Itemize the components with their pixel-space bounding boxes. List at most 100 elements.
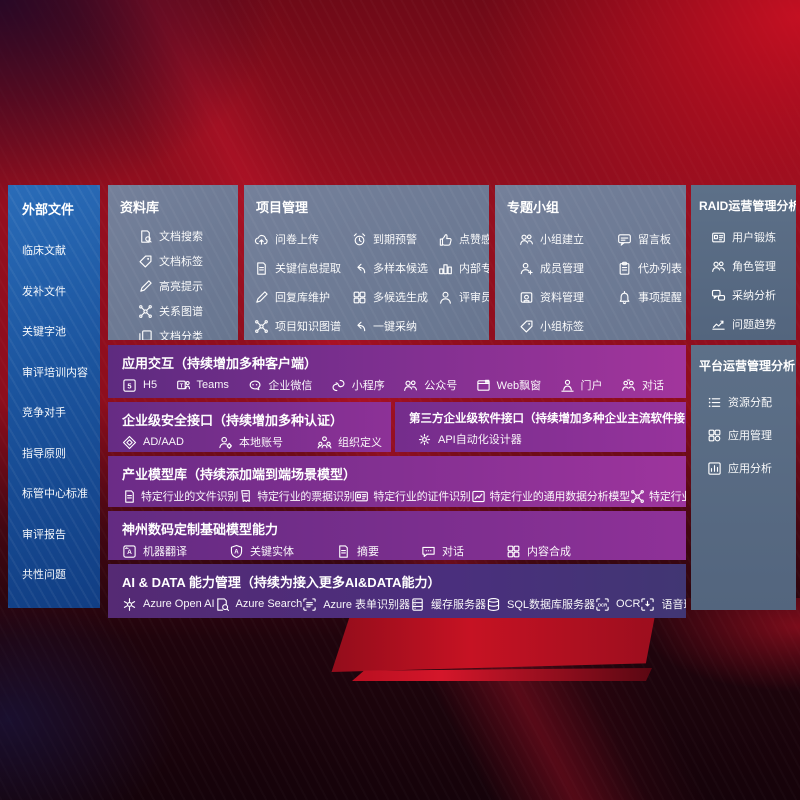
feature-item: 角色管理 — [711, 258, 796, 274]
feature-item: 留言板 — [617, 231, 686, 247]
people-icon — [519, 232, 534, 247]
feature-item: 共性问题 — [22, 566, 100, 582]
platform-feature-list: 资源分配 应用管理 应用分析 — [691, 374, 796, 476]
people-icon — [711, 259, 726, 274]
network-icon — [254, 319, 269, 334]
bell-icon — [617, 290, 632, 305]
feature-label: 关键实体 — [250, 546, 294, 558]
feature-item: 成员管理 — [519, 260, 617, 276]
security-feature-list: AD/AAD 本地账号 组织定义 — [108, 434, 391, 450]
backdrop-red-slash — [352, 668, 652, 681]
panel-title: 专题小组 — [507, 200, 560, 215]
feature-label: API自动化设计器 — [438, 434, 522, 446]
feature-label: 文档标签 — [159, 256, 203, 268]
pen-icon — [254, 290, 269, 305]
album-icon — [519, 290, 534, 305]
server-icon — [410, 597, 425, 612]
feature-label: 特定行业的证件识别 — [373, 491, 471, 503]
receipt-icon — [238, 489, 253, 504]
feature-label: 关系图谱 — [159, 306, 203, 318]
feature-item: 对话 — [621, 377, 664, 393]
feature-item: 公众号 — [403, 377, 457, 393]
feature-item: 特定行业的通用知识图谱模型 — [630, 488, 686, 504]
feature-item: AD/AAD — [122, 435, 184, 450]
feature-label: 问卷上传 — [275, 234, 319, 246]
feature-label: 文档分类 — [159, 331, 203, 340]
feature-item: 点赞感谢 — [438, 231, 489, 247]
trend-icon — [711, 317, 726, 332]
groups-feature-list: 小组建立 留言板 成员管理 代办列表 资料管理 事项提醒 小组标签 — [495, 216, 686, 334]
feature-label: 语音理解 — [661, 599, 686, 611]
row-enterprise-security: 企业级安全接口（持续增加多种认证） AD/AAD 本地账号 组织定义 — [108, 402, 391, 452]
row-ai-data-capability: AI & DATA 能力管理（持续为接入更多AI&DATA能力） Azure O… — [108, 564, 686, 618]
wechat-icon — [247, 378, 262, 393]
cloud-up-icon — [254, 232, 269, 247]
feature-label: 资源分配 — [728, 397, 772, 409]
feature-label: 本地账号 — [238, 437, 283, 449]
feature-item: 文档标签 — [138, 253, 238, 269]
row-title: 企业级安全接口（持续增加多种认证） — [122, 413, 344, 428]
alarm-icon — [352, 232, 367, 247]
feature-item: 特定行业的文件识别 — [122, 488, 238, 504]
person-icon — [438, 290, 453, 305]
feature-item: 一键采纳 — [352, 318, 438, 334]
qa-chat-icon — [711, 288, 726, 303]
feature-item: 内部专家排名 — [438, 260, 489, 276]
base-feature-list: A 机器翻译 A 关键实体 摘要 对话 内容合成 — [108, 543, 686, 559]
id-card-icon — [711, 230, 726, 245]
panel-title: RAID运营管理分析 — [699, 199, 796, 213]
backdrop-machine-shape — [331, 610, 656, 672]
feature-label: 应用分析 — [728, 463, 772, 475]
feature-label: 多候选生成 — [373, 292, 428, 304]
podium-icon — [438, 261, 453, 276]
feature-item: 评审员画像 — [438, 289, 489, 305]
feature-item: 审评报告 — [22, 526, 100, 542]
feature-label: 回复库维护 — [275, 292, 330, 304]
feature-label: 对话 — [641, 380, 664, 392]
industry-feature-list: 特定行业的文件识别 特定行业的票据识别 特定行业的证件识别 特定行业的通用数据分析模型… — [108, 488, 686, 504]
feature-label: 企业微信 — [268, 380, 313, 392]
library-feature-list: 文档搜索 文档标签 高亮提示 关系图谱 文档分类 — [108, 216, 238, 340]
feature-label: 审评培训内容 — [22, 366, 88, 379]
feature-label: 关键字池 — [22, 326, 66, 338]
dialog-icon — [621, 378, 636, 393]
thumb-icon — [438, 232, 453, 247]
panel-title: 平台运营管理分析 — [699, 359, 796, 373]
feature-label: Teams — [196, 379, 229, 391]
network-icon — [630, 489, 645, 504]
feature-label: 关键信息提取 — [275, 263, 341, 275]
aidata-feature-list: Azure Open AI Azure Search Azure 表单识别器 缓存服务… — [108, 596, 686, 612]
feature-item: 问卷上传 — [254, 231, 352, 247]
feature-item: 事项提醒 — [617, 289, 686, 305]
feature-label: 特定行业的票据识别 — [257, 491, 355, 503]
feature-label: 代办列表 — [638, 263, 682, 275]
h5-icon: 5 — [122, 378, 137, 393]
svg-text:A: A — [127, 549, 132, 556]
feature-item: A 关键实体 — [229, 543, 294, 559]
translate-icon: A — [122, 544, 137, 559]
feature-item: Azure 表单识别器 — [302, 596, 410, 612]
feature-item: 摘要 — [336, 543, 379, 559]
panel-project-management: 项目管理 问卷上传 到期预警 点赞感谢关键信息提取 多样本候选 内部专家排名回复库维护 多… — [244, 185, 489, 340]
feature-label: 临床文献 — [22, 245, 66, 257]
feature-item: 发补文件 — [22, 283, 100, 299]
feature-label: 指导原则 — [22, 447, 66, 460]
feature-label: 特定行业的通用数据分析模型 — [489, 491, 631, 503]
person-gear-icon — [218, 435, 233, 450]
feature-label: 高亮提示 — [159, 281, 203, 293]
feature-item: 特定行业的票据识别 — [238, 488, 355, 504]
feature-item: 组织定义 — [317, 434, 382, 450]
svg-text:T: T — [179, 383, 183, 389]
row-title: 神州数码定制基础模型能力 — [122, 522, 279, 537]
feature-item: 小组标签 — [519, 318, 617, 334]
row-title: 产业模型库（持续添加端到端场景模型） — [122, 467, 357, 482]
svg-text:5: 5 — [127, 381, 131, 390]
svg-text:OCR: OCR — [598, 602, 608, 607]
panel-raid-analysis: RAID运营管理分析 用户锻炼 角色管理 采纳分析 问题趋势 — [691, 185, 796, 340]
row-base-models: 神州数码定制基础模型能力 A 机器翻译 A 关键实体 摘要 对话 内容合成 — [108, 511, 686, 560]
copy-icon — [138, 329, 153, 340]
feature-label: 小组标签 — [540, 321, 584, 333]
search-doc-icon — [215, 597, 230, 612]
feature-item: 代办列表 — [617, 260, 686, 276]
feature-item: 项目知识图谱 — [254, 318, 352, 334]
